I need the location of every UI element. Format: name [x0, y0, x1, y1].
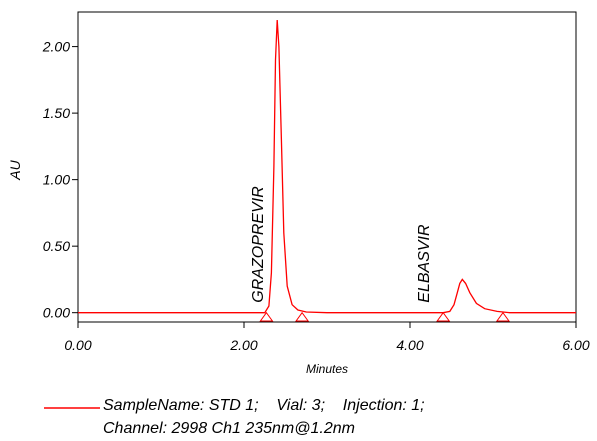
y-tick-label: 2.00	[42, 39, 70, 55]
integration-mark	[259, 311, 274, 322]
trace	[78, 19, 576, 314]
peak-label: ELBASVIR	[416, 224, 433, 303]
x-axis-label: Minutes	[306, 362, 348, 376]
peak-label: GRAZOPREVIR	[250, 186, 267, 303]
plot-frame	[77, 11, 577, 323]
legend-label: SampleName: STD 1; Vial: 3; Injection: 1…	[103, 397, 425, 414]
y-tick-label: 1.50	[43, 105, 70, 121]
y-tick-label: 0.00	[43, 305, 70, 321]
x-tick-label: 4.00	[396, 337, 423, 353]
y-tick-label: 1.00	[43, 172, 70, 188]
y-tick-label: 0.50	[43, 238, 70, 254]
integration-mark	[436, 311, 451, 322]
integration-mark	[295, 311, 310, 322]
x-tick-label: 2.00	[229, 337, 257, 353]
legend-channel: Channel: 2998 Ch1 235nm@1.2nm	[103, 420, 355, 437]
integration-mark	[495, 311, 510, 322]
x-tick-label: 6.00	[562, 337, 589, 353]
x-tick-label: 0.00	[64, 337, 91, 353]
y-axis-label: AU	[7, 159, 23, 180]
